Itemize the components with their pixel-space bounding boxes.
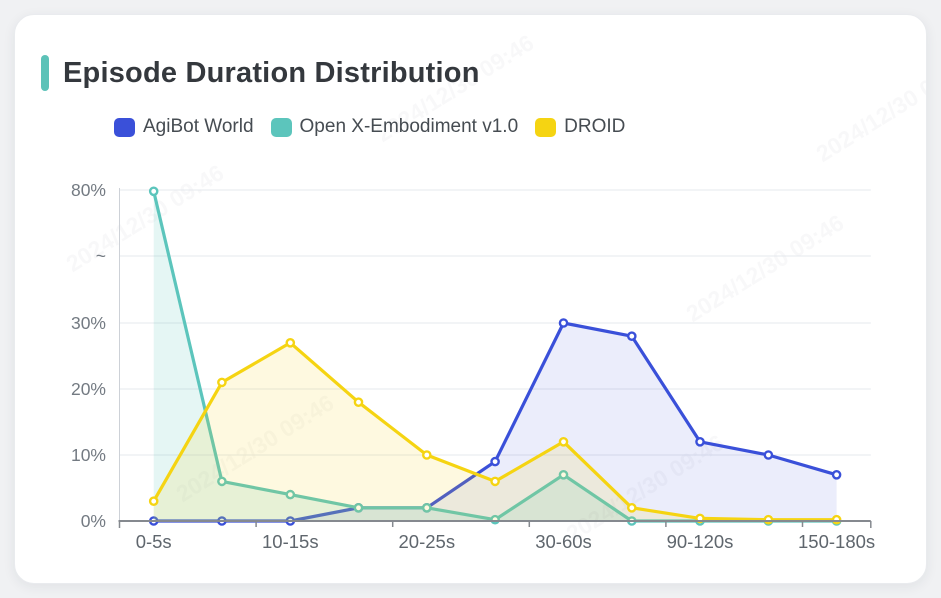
watermark-text: 2024/12/30 09:46 bbox=[171, 389, 339, 507]
watermark-text: 2024/12/30 09:46 bbox=[61, 159, 229, 277]
legend-label-agibot-world: AgiBot World bbox=[143, 116, 254, 137]
legend-item-open-x-embodiment[interactable]: Open X-Embodiment v1.0 bbox=[270, 116, 519, 138]
watermark-text: 2024/12/30 09:46 bbox=[681, 209, 849, 327]
watermark-layer: 2024/12/30 09:46 2024/12/30 09:46 2024/12/… bbox=[15, 15, 926, 583]
legend-label-open-x-embodiment: Open X-Embodiment v1.0 bbox=[299, 116, 519, 137]
watermark-text: 2024/12/30 09:46 bbox=[561, 429, 729, 547]
legend-swatch-open-x-embodiment bbox=[270, 117, 292, 137]
legend-swatch-droid bbox=[535, 117, 557, 137]
legend-label-droid: DROID bbox=[564, 116, 626, 137]
chart-legend: AgiBot World Open X-Embodiment v1.0 DROI… bbox=[114, 116, 625, 138]
title-accent-bar bbox=[41, 55, 49, 91]
chart-header: Episode Duration Distribution bbox=[41, 55, 480, 91]
legend-item-droid[interactable]: DROID bbox=[535, 116, 625, 138]
legend-item-agibot-world[interactable]: AgiBot World bbox=[114, 116, 254, 138]
chart-card: 2024/12/30 09:46 2024/12/30 09:46 2024/12/… bbox=[14, 14, 927, 584]
chart-title: Episode Duration Distribution bbox=[63, 56, 480, 89]
watermark-text: 2024/12/30 09:46 bbox=[811, 49, 926, 167]
legend-swatch-agibot-world bbox=[114, 117, 135, 137]
